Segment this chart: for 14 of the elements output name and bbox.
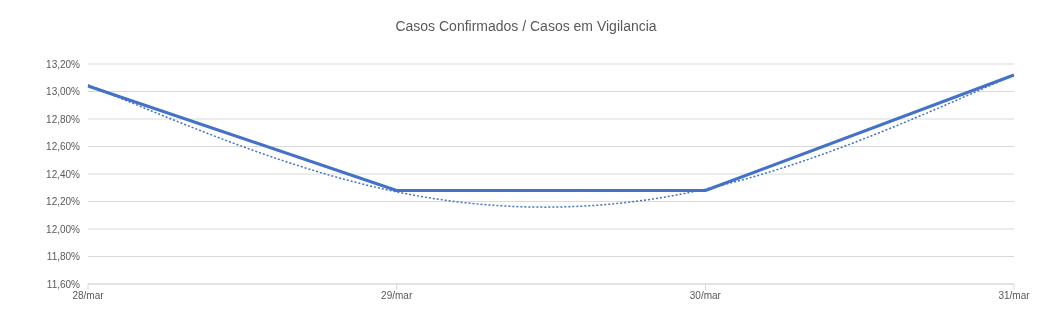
chart-title: Casos Confirmados / Casos em Vigilancia: [394, 17, 658, 36]
y-tick-label: 11,60%: [46, 278, 81, 290]
x-tick-label: 29/mar: [381, 290, 413, 302]
y-tick-label: 11,80%: [46, 251, 81, 263]
y-tick-label: 13,00%: [46, 86, 81, 98]
y-tick-label: 13,20%: [46, 58, 81, 70]
x-tick-label: 28/mar: [72, 290, 105, 302]
y-tick-label: 12,80%: [46, 113, 81, 125]
x-tick-label: 31/mar: [998, 290, 1031, 302]
y-tick-label: 12,60%: [46, 141, 81, 153]
y-tick-label: 12,40%: [46, 168, 81, 180]
y-tick-label: 12,20%: [46, 196, 81, 208]
y-tick-label: 12,00%: [46, 223, 81, 235]
x-tick-label: 30/mar: [689, 290, 722, 302]
